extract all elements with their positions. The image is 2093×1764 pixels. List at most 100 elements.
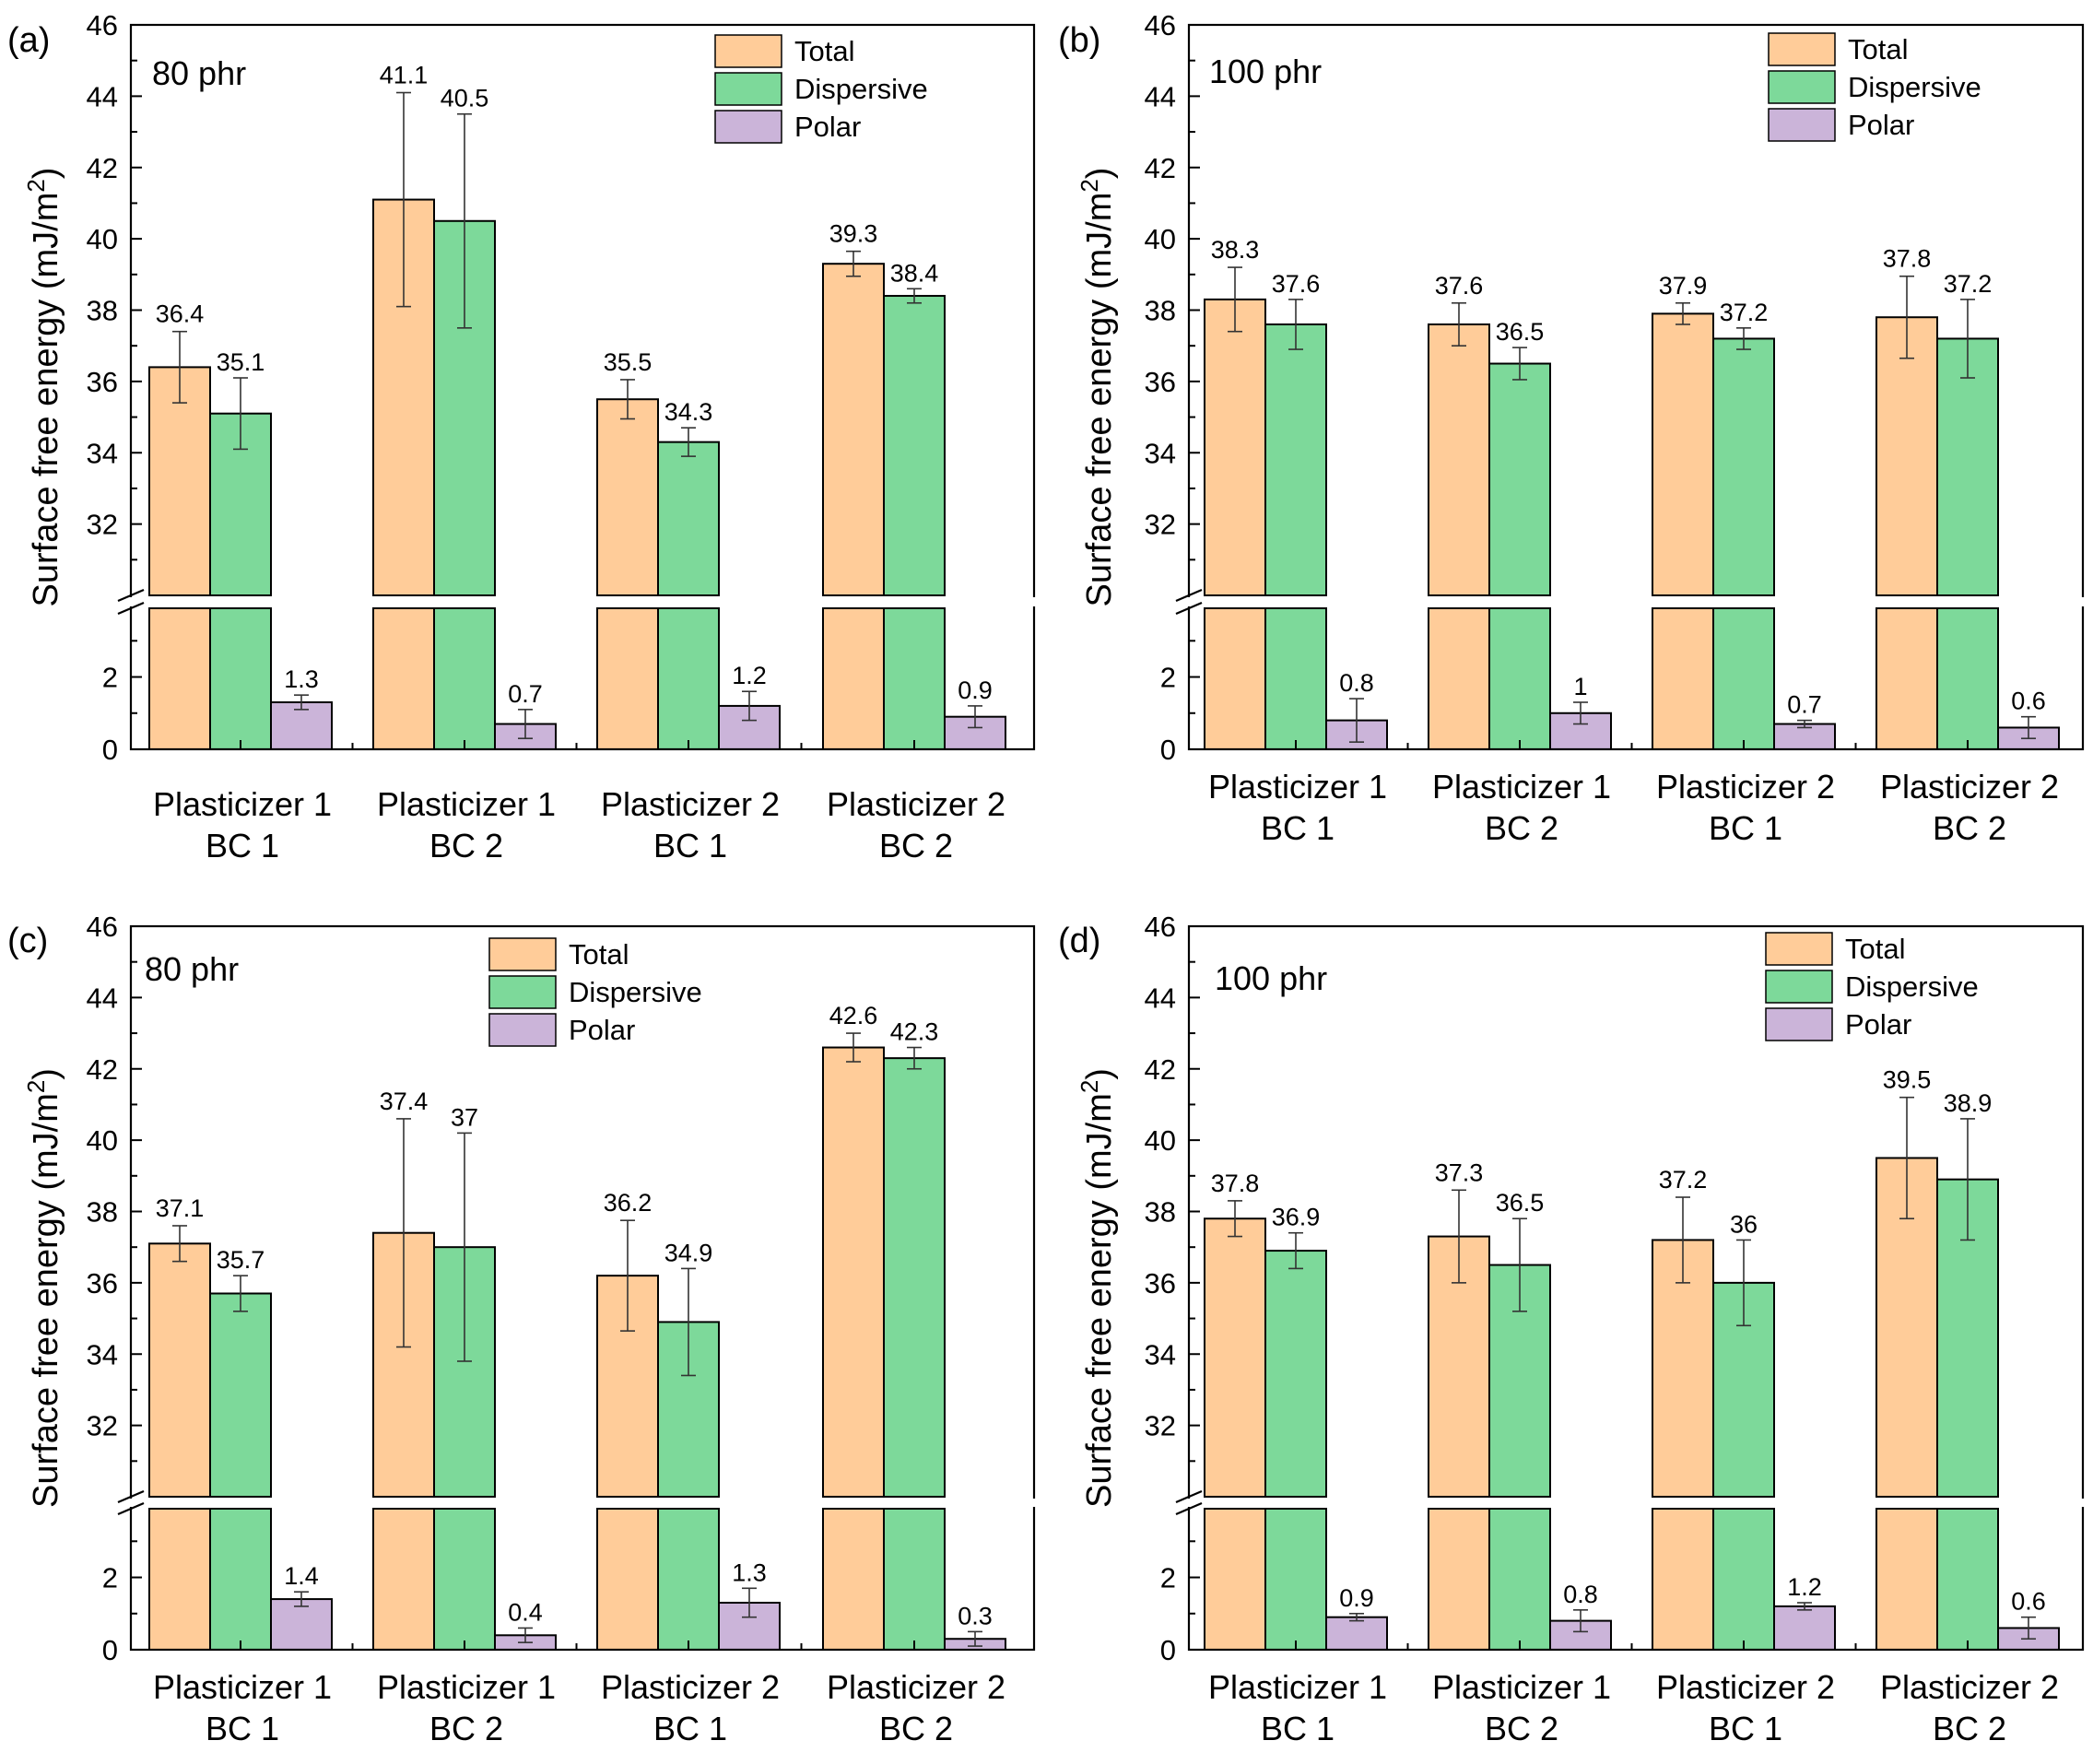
- data-label: 39.5: [1883, 1066, 1932, 1094]
- y-tick-label: 36: [87, 1267, 118, 1299]
- panel-title: 80 phr: [152, 54, 246, 92]
- bar-lower-total: [596, 607, 659, 750]
- data-label: 37.8: [1211, 1170, 1260, 1197]
- y-axis-label-end: ): [1080, 1068, 1119, 1080]
- y-tick-label: 44: [87, 982, 118, 1014]
- y-axis-label-text: Surface free energy (mJ/m: [27, 193, 65, 607]
- panel-title: 80 phr: [145, 950, 239, 988]
- data-label: 36: [1730, 1210, 1758, 1238]
- bar-lower-total: [596, 1508, 659, 1651]
- x-category-sublabel: BC 1: [1261, 1710, 1335, 1747]
- y-tick-label: 0: [102, 734, 118, 766]
- legend-swatch-total: [714, 34, 782, 68]
- axis-break-gap: [120, 596, 1045, 607]
- bar-lower-total: [1875, 607, 1938, 750]
- axis-break-left: [127, 597, 135, 606]
- x-category-sublabel: BC 2: [1485, 809, 1558, 847]
- legend-swatch-total: [1765, 932, 1833, 966]
- legend-swatch-dispersive: [1765, 970, 1833, 1004]
- x-category-sublabel: BC 1: [206, 827, 279, 864]
- y-tick-label: 32: [87, 509, 118, 541]
- y-tick-label: 46: [1145, 9, 1176, 41]
- x-category-sublabel: BC 2: [429, 1710, 503, 1747]
- legend-label-polar: Polar: [794, 111, 861, 143]
- x-category-sublabel: BC 1: [653, 1710, 727, 1747]
- axis-break-mark: [1175, 1501, 1203, 1516]
- axis-break-gap: [1178, 596, 2093, 607]
- legend-label-dispersive: Dispersive: [1845, 970, 1979, 1003]
- legend-swatch-dispersive: [714, 72, 782, 106]
- y-axis-label-end: ): [27, 168, 65, 180]
- data-label: 38.3: [1211, 236, 1260, 264]
- data-label: 0.7: [1787, 691, 1822, 719]
- plot-frame: [129, 924, 1036, 1652]
- data-label: 0.8: [1563, 1581, 1598, 1608]
- panel-c: 37.1 37.4 36.2 42.6 35.7 37 34.9 42.3 1.4 0.4 1.3 0…: [7, 911, 1045, 1747]
- bar-total: [1204, 298, 1266, 596]
- bar-dispersive: [209, 1292, 272, 1498]
- y-tick-label: 32: [87, 1410, 118, 1442]
- bar-lower-dispersive: [1712, 1508, 1775, 1651]
- x-category-label: Plasticizer 1: [153, 785, 332, 823]
- y-axis-label-sup: 2: [22, 179, 50, 192]
- bar-dispersive: [1936, 337, 1999, 596]
- x-category-sublabel: BC 2: [879, 1710, 953, 1747]
- x-category-sublabel: BC 2: [429, 827, 503, 864]
- bar-dispersive: [1264, 1250, 1327, 1499]
- data-label: 0.3: [958, 1602, 993, 1629]
- y-tick-label: 0: [102, 1634, 118, 1666]
- data-label: 39.3: [829, 220, 878, 248]
- legend-label-dispersive: Dispersive: [1848, 71, 1981, 103]
- y-tick-label: 34: [87, 1338, 118, 1370]
- bar-lower-dispersive: [1712, 607, 1775, 750]
- panel-b: 38.3 37.6 37.9 37.8 37.6 36.5 37.2 37.2 0.8 1 0.7 0…: [1058, 9, 2093, 847]
- bar-lower-dispersive: [433, 607, 496, 750]
- bar-lower-dispersive: [209, 1508, 272, 1651]
- legend-swatch-total: [488, 937, 557, 971]
- panel-letter: (c): [7, 922, 48, 960]
- bar-lower-dispersive: [433, 1508, 496, 1651]
- x-category-label: Plasticizer 1: [1432, 768, 1611, 806]
- x-category-label: Plasticizer 2: [827, 1668, 1005, 1706]
- plot-frame: [129, 23, 1036, 751]
- data-label: 1.2: [1787, 1573, 1822, 1601]
- plot-frame: [1187, 23, 2085, 751]
- x-category-sublabel: BC 1: [1709, 1710, 1782, 1747]
- y-axis-label-end: ): [1080, 168, 1119, 180]
- y-tick-label: 44: [87, 80, 118, 112]
- bar-lower-dispersive: [1264, 607, 1327, 750]
- data-label: 37.8: [1883, 245, 1932, 273]
- panel-title: 100 phr: [1209, 53, 1322, 90]
- y-axis-label-text: Surface free energy (mJ/m: [27, 1093, 65, 1508]
- y-tick-label: 34: [1145, 1338, 1176, 1370]
- data-label: 34.9: [664, 1239, 713, 1266]
- panel-letter: (d): [1058, 922, 1100, 960]
- data-label: 36.5: [1496, 1189, 1545, 1217]
- data-label: 36.2: [604, 1189, 653, 1217]
- y-tick-label: 46: [87, 911, 118, 943]
- data-label: 0.7: [508, 680, 543, 708]
- data-label: 36.4: [156, 300, 205, 328]
- bar-lower-total: [148, 607, 211, 750]
- bar-lower-total: [372, 607, 435, 750]
- legend-swatch-polar: [488, 1013, 557, 1047]
- axis-break-mark: [1175, 601, 1203, 616]
- y-axis-label-sup: 2: [22, 1080, 50, 1093]
- y-axis-label: Surface free energy (mJ/m2): [22, 1068, 65, 1508]
- y-tick-label: 34: [87, 437, 118, 469]
- x-category-label: Plasticizer 1: [377, 1668, 556, 1706]
- legend-label-polar: Polar: [1848, 109, 1914, 141]
- bar-total: [596, 398, 659, 596]
- x-category-label: Plasticizer 2: [1656, 1668, 1835, 1706]
- data-label: 1.3: [732, 1558, 767, 1586]
- data-label: 0.9: [1339, 1584, 1374, 1612]
- data-label: 0.4: [508, 1598, 543, 1626]
- data-label: 37.1: [156, 1194, 205, 1222]
- y-tick-label: 36: [1145, 1267, 1176, 1299]
- bar-dispersive: [883, 1057, 946, 1499]
- bar-total: [1204, 1217, 1266, 1499]
- bar-lower-total: [148, 1508, 211, 1651]
- y-tick-label: 40: [1145, 1124, 1176, 1157]
- data-label: 38.4: [890, 259, 939, 287]
